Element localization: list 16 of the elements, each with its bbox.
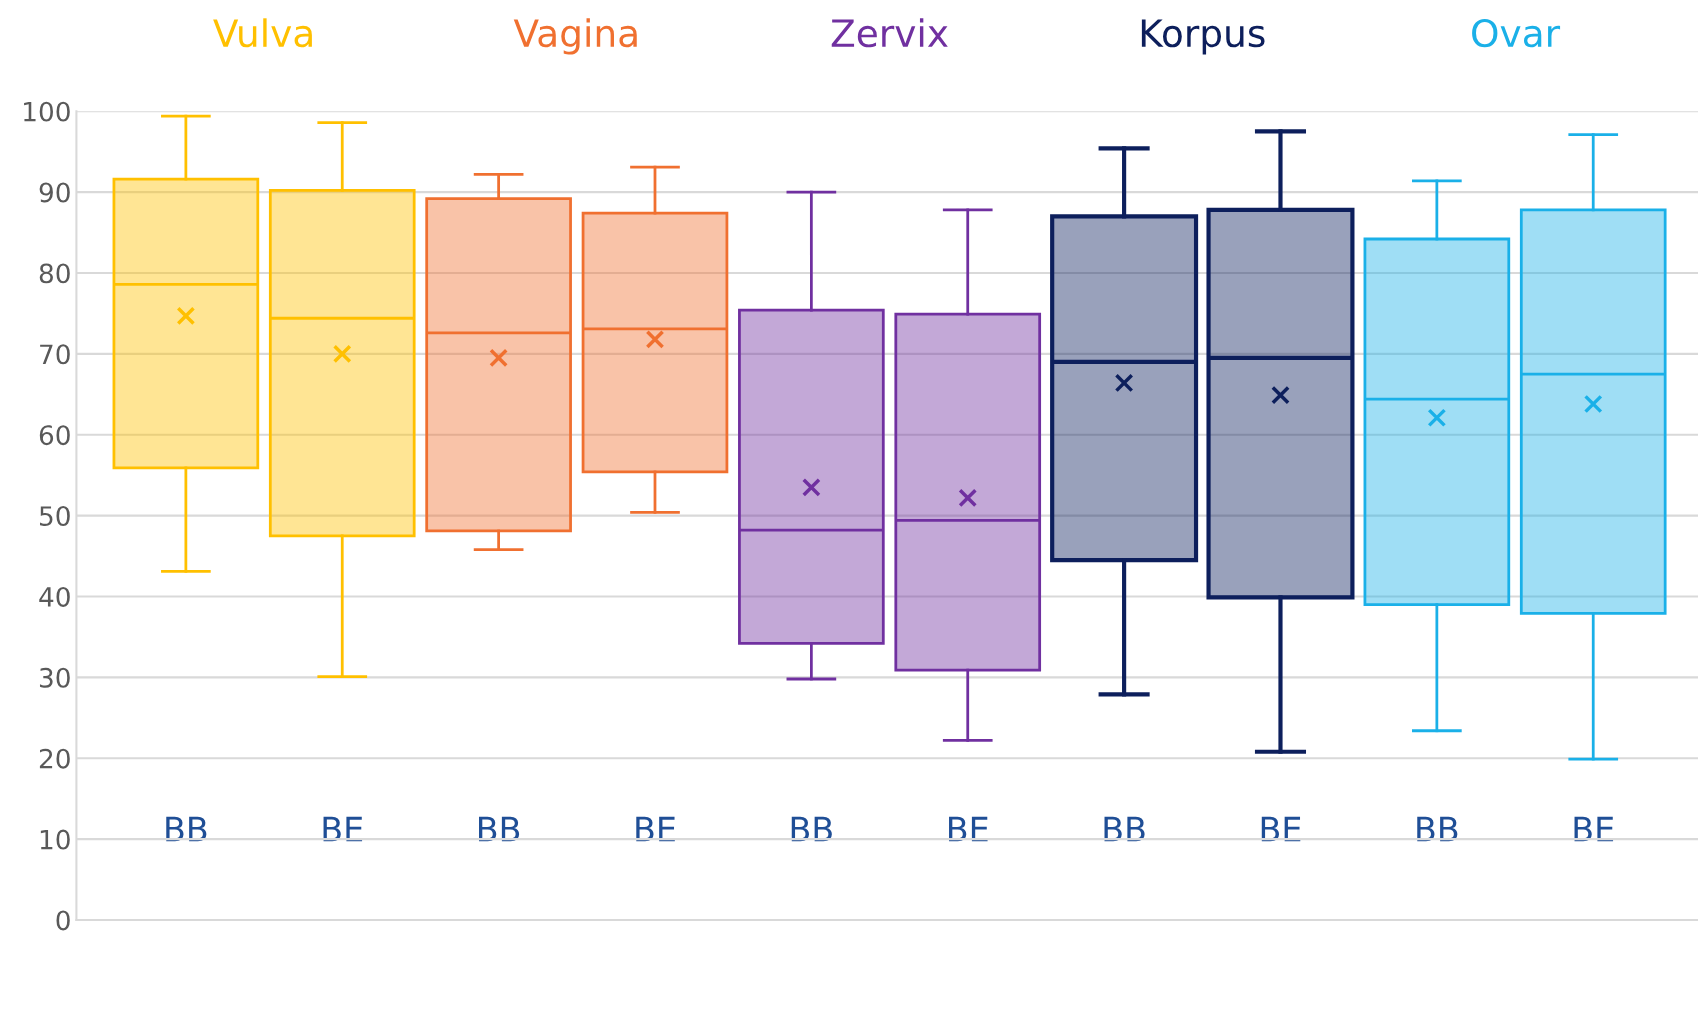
y-tick-label: 40 xyxy=(39,586,70,607)
y-tick-label: 50 xyxy=(40,506,70,527)
y-tick-label: 70 xyxy=(40,344,70,365)
text: Vulva xyxy=(213,18,312,48)
y-tick-label: 80 xyxy=(39,263,70,284)
text: Zervix xyxy=(831,18,948,48)
text: Ovar xyxy=(1472,18,1561,48)
y-tick-label: 10 xyxy=(40,829,70,850)
y-tick-label: 60 xyxy=(39,425,70,446)
y-tick-label: 30 xyxy=(39,667,70,688)
text: Vagina xyxy=(513,18,637,55)
y-tick-label: 100 xyxy=(24,101,70,122)
y-tick-label: 0 xyxy=(56,910,70,931)
y-tick-label: 90 xyxy=(39,182,70,203)
y-tick-label: 20 xyxy=(39,748,70,769)
text: Korpus xyxy=(1141,19,1265,55)
